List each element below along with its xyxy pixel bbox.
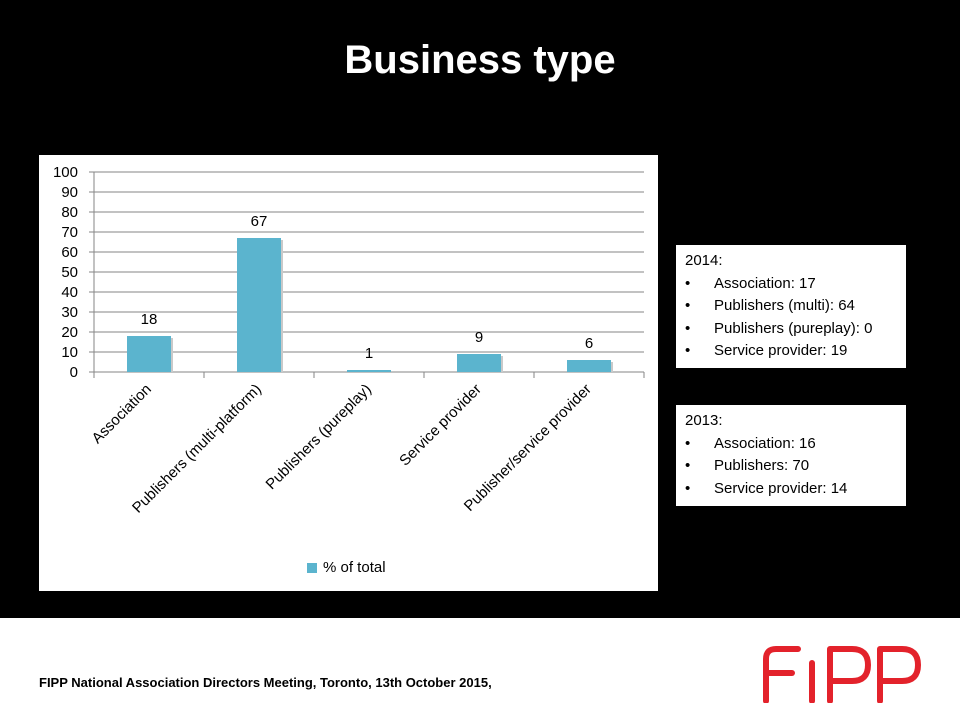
- y-tick-label: 70: [61, 224, 78, 241]
- summary-2013-heading: 2013:: [685, 412, 723, 429]
- y-tick-label: 80: [61, 204, 78, 221]
- y-tick-label: 10: [61, 344, 78, 361]
- bar: [457, 354, 501, 372]
- x-tick-label: Publishers (pureplay): [263, 381, 375, 493]
- summary-2014-heading: 2014:: [685, 252, 723, 269]
- data-label: 1: [365, 345, 373, 362]
- list-item: Service provider: 19: [685, 340, 896, 363]
- summary-2014-list: Association: 17 Publishers (multi): 64 P…: [685, 273, 896, 363]
- slide-title: Business type: [344, 38, 616, 82]
- chart-legend: % of total: [307, 559, 386, 576]
- data-label: 6: [585, 335, 593, 352]
- legend-label: % of total: [323, 559, 386, 576]
- y-tick-label: 30: [61, 304, 78, 321]
- list-item: Association: 16: [685, 433, 896, 456]
- y-tick-label: 50: [61, 264, 78, 281]
- list-item: Publishers (pureplay): 0: [685, 318, 896, 341]
- y-tick-label: 100: [53, 164, 78, 181]
- x-tick-label: Publisher/service provider: [461, 381, 595, 515]
- summary-2013-list: Association: 16 Publishers: 70 Service p…: [685, 433, 896, 501]
- bar: [127, 336, 171, 372]
- bar: [347, 370, 391, 372]
- y-tick-label: 40: [61, 284, 78, 301]
- list-item: Publishers: 70: [685, 455, 896, 478]
- y-tick-label: 0: [70, 364, 78, 381]
- summary-2013-box: 2013: Association: 16 Publishers: 70 Ser…: [676, 405, 906, 506]
- y-tick-label: 20: [61, 324, 78, 341]
- list-item: Association: 17: [685, 273, 896, 296]
- list-item: Service provider: 14: [685, 478, 896, 501]
- list-item: Publishers (multi): 64: [685, 295, 896, 318]
- data-label: 9: [475, 329, 483, 346]
- y-tick-label: 90: [61, 184, 78, 201]
- bar: [567, 360, 611, 372]
- data-label: 67: [251, 213, 268, 230]
- bar: [237, 238, 281, 372]
- x-tick-label: Association: [89, 381, 155, 447]
- y-tick-label: 60: [61, 244, 78, 261]
- summary-2014-box: 2014: Association: 17 Publishers (multi)…: [676, 245, 906, 368]
- legend-swatch: [307, 562, 317, 573]
- bar-chart: 0 10 20 30 40 50 60 70 80 90 100 18 Association 67 Pub…: [53, 164, 645, 517]
- data-label: 18: [141, 311, 158, 328]
- x-tick-label: Service provider: [396, 381, 485, 470]
- x-tick-label: Publishers (multi-platform): [129, 381, 265, 517]
- fipp-logo: [763, 646, 921, 703]
- chart-panel: 0 10 20 30 40 50 60 70 80 90 100 18 Association 67 Pub…: [39, 155, 658, 591]
- footer-text: FIPP National Association Directors Meet…: [39, 675, 492, 690]
